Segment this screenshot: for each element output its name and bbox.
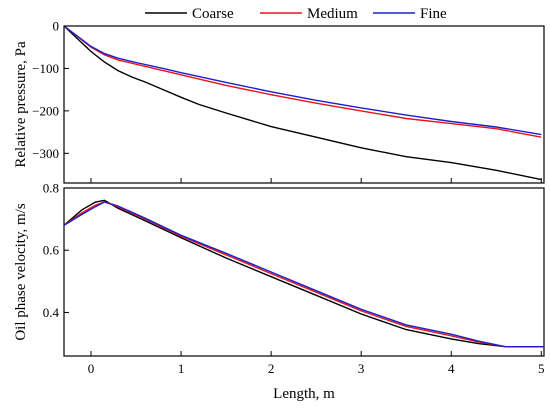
pressure-series-group [63, 25, 542, 181]
y-tick-label: 0.6 [43, 243, 60, 258]
legend-label-coarse: Coarse [192, 6, 234, 22]
series-line-medium-top [63, 25, 542, 138]
y-tick-label: 0.4 [43, 305, 60, 320]
pressure-x-ticks [90, 178, 542, 183]
series-line-fine-bot [63, 201, 544, 348]
series-line-coarse-top [63, 25, 542, 181]
velocity-series-group [63, 199, 544, 348]
series-line-medium-bot [63, 201, 544, 348]
velocity-plot-frame [63, 187, 545, 357]
legend-label-medium: Medium [307, 6, 358, 22]
legend-label-fine: Fine [420, 6, 447, 22]
y-tick-label: 0.8 [43, 181, 59, 196]
x-tick-label: 5 [538, 361, 545, 376]
legend: Coarse Medium Fine [145, 6, 447, 22]
velocity-panel: 0.4 0.6 0.8 0 1 2 3 4 5 Oil phase velocity, m/s… [13, 181, 545, 402]
y-tick-label: −300 [32, 146, 59, 161]
pressure-y-ticks: 0 −100 −200 −300 [32, 19, 69, 161]
y-tick-label: 0 [53, 19, 60, 34]
pressure-y-axis-title: Relative pressure, Pa [13, 41, 29, 168]
series-line-coarse-bot [63, 199, 544, 348]
x-axis-title: Length, m [273, 386, 335, 402]
velocity-x-ticks: 0 1 2 3 4 5 [88, 351, 545, 376]
pressure-panel: 0 −100 −200 −300 Relative pressure, Pa [13, 19, 545, 184]
pressure-plot-frame [63, 25, 545, 184]
velocity-y-ticks: 0.4 0.6 0.8 [43, 181, 69, 320]
y-tick-label: −100 [32, 61, 59, 76]
y-tick-label: −200 [32, 103, 59, 118]
velocity-y-axis-title: Oil phase velocity, m/s [13, 203, 29, 340]
x-tick-label: 1 [178, 361, 185, 376]
x-tick-label: 0 [88, 361, 95, 376]
x-tick-label: 4 [448, 361, 455, 376]
x-tick-label: 2 [268, 361, 275, 376]
series-line-fine-top [63, 25, 542, 136]
x-tick-label: 3 [358, 361, 365, 376]
